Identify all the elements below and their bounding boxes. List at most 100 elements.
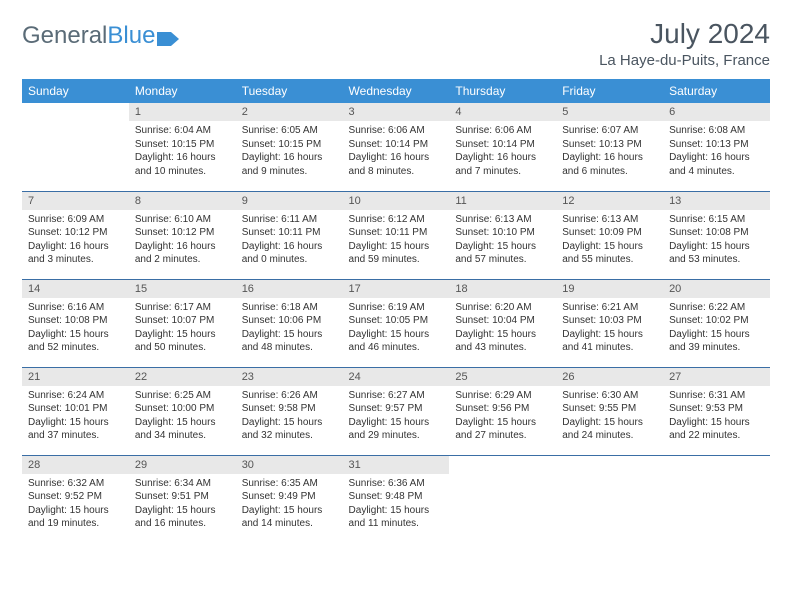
day-number: 20 xyxy=(663,280,770,298)
day-details: Sunrise: 6:12 AMSunset: 10:11 PMDaylight… xyxy=(343,210,450,271)
day-number: 16 xyxy=(236,280,343,298)
month-title: July 2024 xyxy=(599,18,770,50)
day-number: 10 xyxy=(343,192,450,210)
flag-icon xyxy=(157,27,179,45)
day-details: Sunrise: 6:06 AMSunset: 10:14 PMDaylight… xyxy=(449,121,556,182)
title-block: July 2024 La Haye-du-Puits, France xyxy=(599,18,770,69)
day-number: 17 xyxy=(343,280,450,298)
calendar-week-row: 7Sunrise: 6:09 AMSunset: 10:12 PMDayligh… xyxy=(22,191,770,279)
header: GeneralBlue July 2024 La Haye-du-Puits, … xyxy=(22,18,770,69)
day-number: 8 xyxy=(129,192,236,210)
calendar-cell: 4Sunrise: 6:06 AMSunset: 10:14 PMDayligh… xyxy=(449,103,556,191)
day-details: Sunrise: 6:30 AMSunset: 9:55 PMDaylight:… xyxy=(556,386,663,447)
calendar-cell: 23Sunrise: 6:26 AMSunset: 9:58 PMDayligh… xyxy=(236,367,343,455)
calendar-cell: 14Sunrise: 6:16 AMSunset: 10:08 PMDaylig… xyxy=(22,279,129,367)
day-details: Sunrise: 6:06 AMSunset: 10:14 PMDaylight… xyxy=(343,121,450,182)
weekday-header: Tuesday xyxy=(236,79,343,103)
calendar-cell: 7Sunrise: 6:09 AMSunset: 10:12 PMDayligh… xyxy=(22,191,129,279)
day-number: 24 xyxy=(343,368,450,386)
calendar-cell: 10Sunrise: 6:12 AMSunset: 10:11 PMDaylig… xyxy=(343,191,450,279)
calendar-cell: 3Sunrise: 6:06 AMSunset: 10:14 PMDayligh… xyxy=(343,103,450,191)
calendar-cell: 16Sunrise: 6:18 AMSunset: 10:06 PMDaylig… xyxy=(236,279,343,367)
calendar-cell: 29Sunrise: 6:34 AMSunset: 9:51 PMDayligh… xyxy=(129,455,236,543)
day-number: 6 xyxy=(663,103,770,121)
day-details: Sunrise: 6:04 AMSunset: 10:15 PMDaylight… xyxy=(129,121,236,182)
calendar-cell: 22Sunrise: 6:25 AMSunset: 10:00 PMDaylig… xyxy=(129,367,236,455)
day-details: Sunrise: 6:22 AMSunset: 10:02 PMDaylight… xyxy=(663,298,770,359)
day-number: 22 xyxy=(129,368,236,386)
day-number: 30 xyxy=(236,456,343,474)
calendar-cell: 18Sunrise: 6:20 AMSunset: 10:04 PMDaylig… xyxy=(449,279,556,367)
day-number: 11 xyxy=(449,192,556,210)
day-details: Sunrise: 6:25 AMSunset: 10:00 PMDaylight… xyxy=(129,386,236,447)
day-details: Sunrise: 6:15 AMSunset: 10:08 PMDaylight… xyxy=(663,210,770,271)
day-details: Sunrise: 6:18 AMSunset: 10:06 PMDaylight… xyxy=(236,298,343,359)
day-details: Sunrise: 6:31 AMSunset: 9:53 PMDaylight:… xyxy=(663,386,770,447)
day-details: Sunrise: 6:09 AMSunset: 10:12 PMDaylight… xyxy=(22,210,129,271)
day-number: 19 xyxy=(556,280,663,298)
logo: GeneralBlue xyxy=(22,22,179,50)
day-number: 26 xyxy=(556,368,663,386)
calendar-cell: 12Sunrise: 6:13 AMSunset: 10:09 PMDaylig… xyxy=(556,191,663,279)
logo-text-blue: Blue xyxy=(107,22,155,50)
day-number: 29 xyxy=(129,456,236,474)
day-number: 13 xyxy=(663,192,770,210)
calendar-cell: 20Sunrise: 6:22 AMSunset: 10:02 PMDaylig… xyxy=(663,279,770,367)
day-number: 5 xyxy=(556,103,663,121)
day-details: Sunrise: 6:07 AMSunset: 10:13 PMDaylight… xyxy=(556,121,663,182)
weekday-header: Friday xyxy=(556,79,663,103)
day-number: 28 xyxy=(22,456,129,474)
day-details: Sunrise: 6:24 AMSunset: 10:01 PMDaylight… xyxy=(22,386,129,447)
calendar-cell: 27Sunrise: 6:31 AMSunset: 9:53 PMDayligh… xyxy=(663,367,770,455)
calendar-cell: 21Sunrise: 6:24 AMSunset: 10:01 PMDaylig… xyxy=(22,367,129,455)
day-details: Sunrise: 6:27 AMSunset: 9:57 PMDaylight:… xyxy=(343,386,450,447)
day-details: Sunrise: 6:26 AMSunset: 9:58 PMDaylight:… xyxy=(236,386,343,447)
day-number: 14 xyxy=(22,280,129,298)
calendar-week-row: 21Sunrise: 6:24 AMSunset: 10:01 PMDaylig… xyxy=(22,367,770,455)
day-number: 12 xyxy=(556,192,663,210)
calendar-body: 1Sunrise: 6:04 AMSunset: 10:15 PMDayligh… xyxy=(22,103,770,543)
logo-text-gray: General xyxy=(22,22,107,50)
day-details: Sunrise: 6:32 AMSunset: 9:52 PMDaylight:… xyxy=(22,474,129,535)
day-number: 15 xyxy=(129,280,236,298)
weekday-header: Saturday xyxy=(663,79,770,103)
calendar-cell: 11Sunrise: 6:13 AMSunset: 10:10 PMDaylig… xyxy=(449,191,556,279)
day-number: 21 xyxy=(22,368,129,386)
calendar-cell: 30Sunrise: 6:35 AMSunset: 9:49 PMDayligh… xyxy=(236,455,343,543)
calendar-cell: 5Sunrise: 6:07 AMSunset: 10:13 PMDayligh… xyxy=(556,103,663,191)
day-details: Sunrise: 6:05 AMSunset: 10:15 PMDaylight… xyxy=(236,121,343,182)
calendar-week-row: 28Sunrise: 6:32 AMSunset: 9:52 PMDayligh… xyxy=(22,455,770,543)
calendar-cell: 28Sunrise: 6:32 AMSunset: 9:52 PMDayligh… xyxy=(22,455,129,543)
calendar-cell xyxy=(556,455,663,543)
weekday-header: Sunday xyxy=(22,79,129,103)
day-number: 3 xyxy=(343,103,450,121)
day-details: Sunrise: 6:10 AMSunset: 10:12 PMDaylight… xyxy=(129,210,236,271)
calendar-cell xyxy=(449,455,556,543)
calendar-cell: 2Sunrise: 6:05 AMSunset: 10:15 PMDayligh… xyxy=(236,103,343,191)
calendar-cell: 25Sunrise: 6:29 AMSunset: 9:56 PMDayligh… xyxy=(449,367,556,455)
calendar-cell: 26Sunrise: 6:30 AMSunset: 9:55 PMDayligh… xyxy=(556,367,663,455)
day-details: Sunrise: 6:13 AMSunset: 10:09 PMDaylight… xyxy=(556,210,663,271)
calendar-cell: 1Sunrise: 6:04 AMSunset: 10:15 PMDayligh… xyxy=(129,103,236,191)
day-details: Sunrise: 6:21 AMSunset: 10:03 PMDaylight… xyxy=(556,298,663,359)
calendar-cell: 19Sunrise: 6:21 AMSunset: 10:03 PMDaylig… xyxy=(556,279,663,367)
location: La Haye-du-Puits, France xyxy=(599,52,770,69)
day-details: Sunrise: 6:35 AMSunset: 9:49 PMDaylight:… xyxy=(236,474,343,535)
day-details: Sunrise: 6:13 AMSunset: 10:10 PMDaylight… xyxy=(449,210,556,271)
calendar-cell: 8Sunrise: 6:10 AMSunset: 10:12 PMDayligh… xyxy=(129,191,236,279)
day-number: 2 xyxy=(236,103,343,121)
day-number: 4 xyxy=(449,103,556,121)
day-number: 7 xyxy=(22,192,129,210)
calendar-week-row: 1Sunrise: 6:04 AMSunset: 10:15 PMDayligh… xyxy=(22,103,770,191)
weekday-header: Wednesday xyxy=(343,79,450,103)
day-details: Sunrise: 6:36 AMSunset: 9:48 PMDaylight:… xyxy=(343,474,450,535)
weekday-header-row: SundayMondayTuesdayWednesdayThursdayFrid… xyxy=(22,79,770,103)
day-number: 31 xyxy=(343,456,450,474)
day-number: 18 xyxy=(449,280,556,298)
calendar-cell: 24Sunrise: 6:27 AMSunset: 9:57 PMDayligh… xyxy=(343,367,450,455)
day-number: 1 xyxy=(129,103,236,121)
calendar-cell: 15Sunrise: 6:17 AMSunset: 10:07 PMDaylig… xyxy=(129,279,236,367)
calendar-cell: 13Sunrise: 6:15 AMSunset: 10:08 PMDaylig… xyxy=(663,191,770,279)
day-number: 23 xyxy=(236,368,343,386)
day-details: Sunrise: 6:16 AMSunset: 10:08 PMDaylight… xyxy=(22,298,129,359)
